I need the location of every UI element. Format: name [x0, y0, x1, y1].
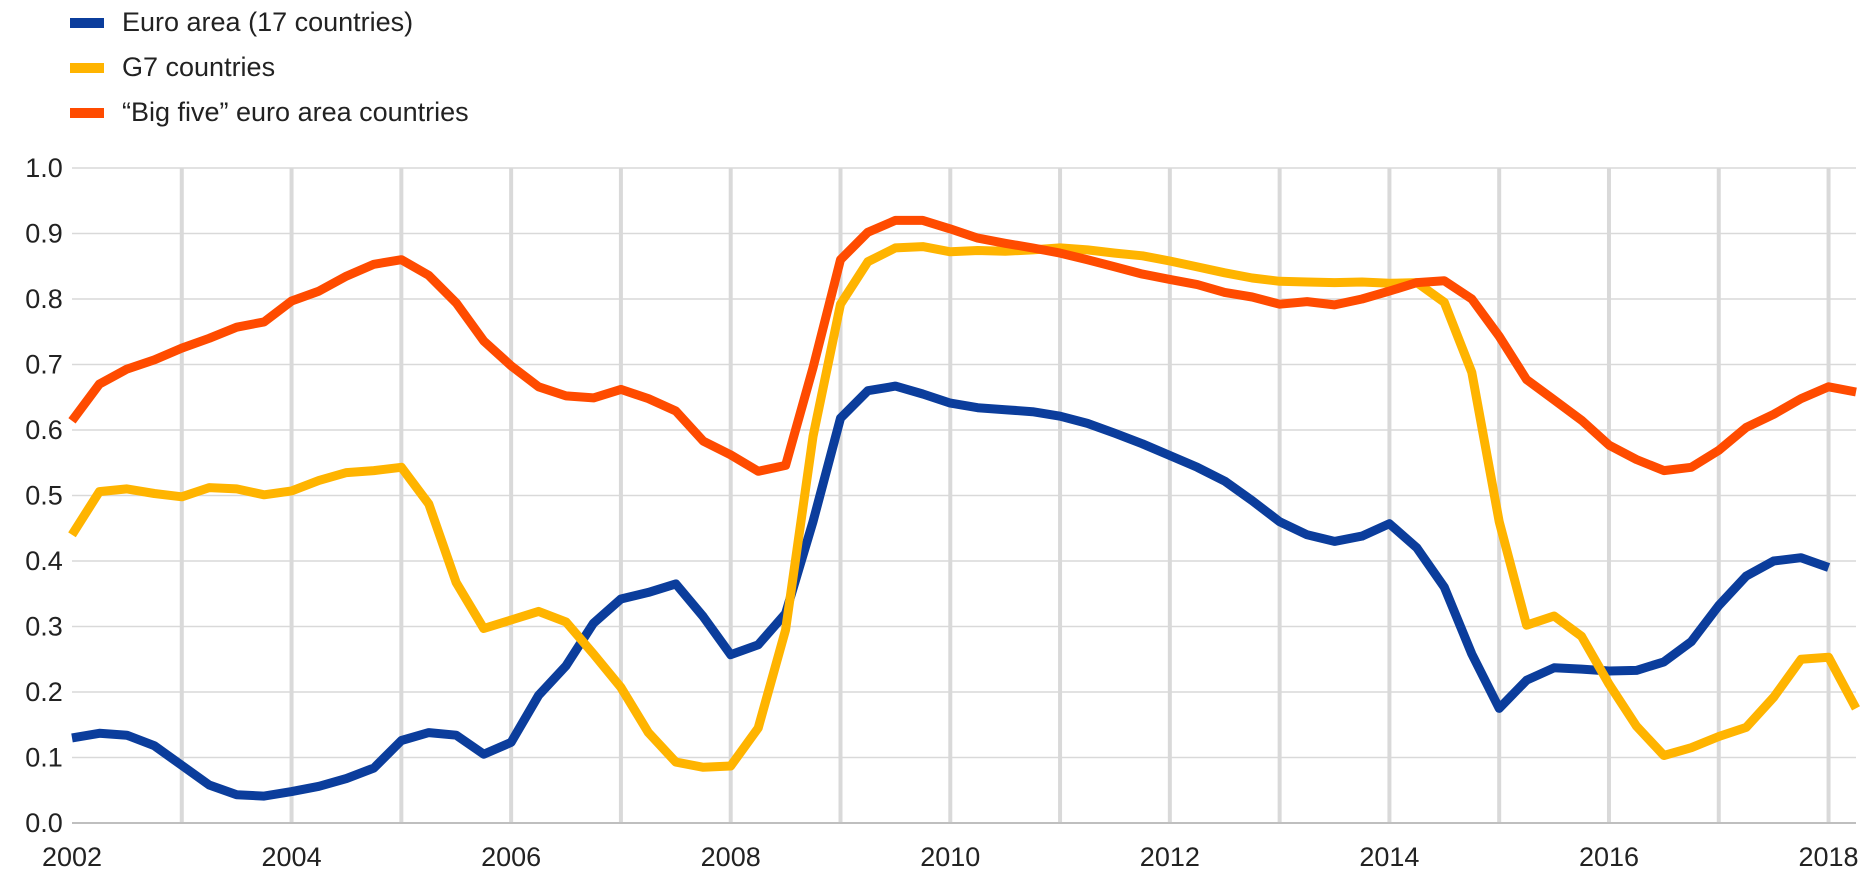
- x-tick-label: 2002: [42, 842, 102, 871]
- series-line-big-five: [68, 215, 1857, 476]
- legend: Euro area (17 countries) G7 countries “B…: [70, 0, 469, 135]
- y-tick-label: 0.8: [25, 284, 63, 314]
- legend-swatch-g7: [70, 62, 104, 73]
- legend-item-euro-area: Euro area (17 countries): [70, 0, 469, 45]
- series-line-g7: [68, 242, 1860, 772]
- y-tick-label: 0.4: [25, 546, 63, 576]
- legend-item-big-five: “Big five” euro area countries: [70, 90, 469, 135]
- x-tick-label: 2016: [1579, 842, 1639, 871]
- x-tick-label: 2010: [920, 842, 980, 871]
- x-tick-label: 2004: [262, 842, 322, 871]
- y-tick-label: 0.9: [25, 219, 63, 249]
- y-tick-label: 0.6: [25, 415, 63, 445]
- y-tick-label: 0.3: [25, 612, 63, 642]
- x-tick-label: 2008: [701, 842, 761, 871]
- legend-swatch-euro-area: [70, 17, 104, 28]
- series-line-euro-area: [71, 381, 1831, 801]
- y-tick-label: 0.0: [25, 808, 63, 838]
- legend-swatch-big-five: [70, 107, 104, 118]
- x-tick-label: 2018: [1799, 842, 1859, 871]
- x-tick-label: 2012: [1140, 842, 1200, 871]
- legend-item-g7: G7 countries: [70, 45, 469, 90]
- legend-label-euro-area: Euro area (17 countries): [122, 7, 414, 37]
- y-tick-label: 0.5: [25, 481, 63, 511]
- x-tick-label: 2006: [481, 842, 541, 871]
- x-tick-label: 2014: [1359, 842, 1419, 871]
- legend-label-g7: G7 countries: [122, 52, 276, 82]
- legend-label-big-five: “Big five” euro area countries: [122, 97, 469, 127]
- y-tick-label: 0.1: [25, 743, 63, 773]
- y-tick-label: 0.7: [25, 350, 63, 380]
- y-tick-label: 0.2: [25, 677, 63, 707]
- y-tick-label: 1.0: [25, 153, 63, 183]
